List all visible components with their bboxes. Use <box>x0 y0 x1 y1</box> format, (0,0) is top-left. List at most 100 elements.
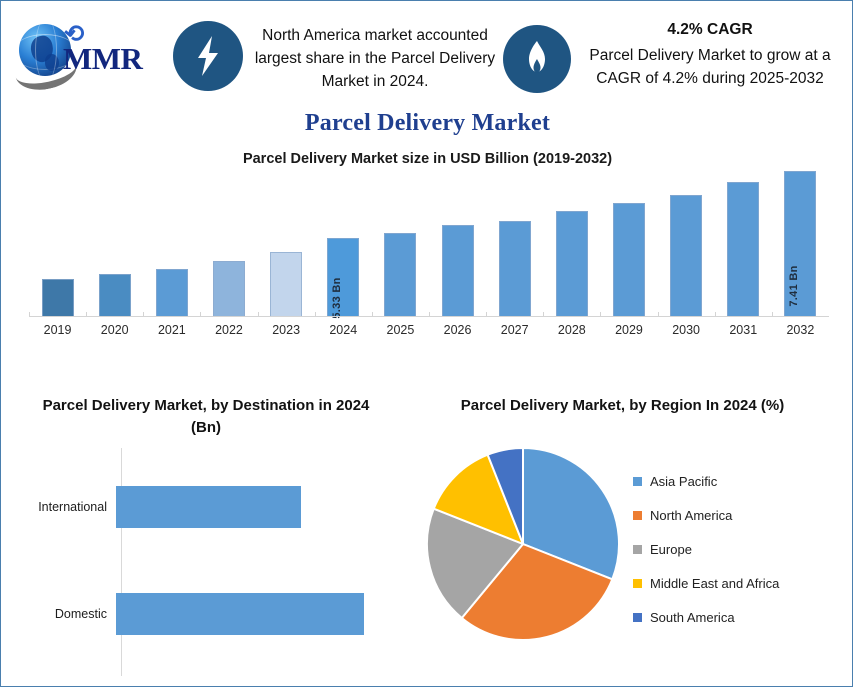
legend-item-south-america: South America <box>633 600 851 634</box>
bar-rect <box>727 182 760 317</box>
x-tick-2027: 2027 <box>486 312 543 341</box>
bar-rect <box>612 203 645 317</box>
x-tick-2022: 2022 <box>200 312 257 341</box>
cagr-title: 4.2% CAGR <box>667 21 753 38</box>
x-tick-2026: 2026 <box>428 312 486 341</box>
globe-landmass-south <box>45 54 59 71</box>
flame-icon <box>503 25 571 93</box>
market-size-bar-chart: Parcel Delivery Market size in USD Billi… <box>1 151 852 369</box>
destination-label-domestic: Domestic <box>54 607 107 621</box>
legend-item-europe: Europe <box>633 532 851 566</box>
destination-axis-line <box>121 448 122 676</box>
market-size-bars: 5.33 Bn 7.41 Bn <box>29 171 829 319</box>
destination-label-international: International <box>38 500 107 514</box>
market-size-bar-2021 <box>143 176 200 317</box>
pie-slice-europe <box>426 507 525 620</box>
destination-row-international: International <box>1 486 301 528</box>
legend-swatch <box>633 578 642 588</box>
legend-label: Middle East and Africa <box>650 575 780 591</box>
bar-rect <box>41 279 74 317</box>
cagr-note: Parcel Delivery Market to grow at a CAGR… <box>589 46 831 87</box>
page-title: Parcel Delivery Market <box>304 110 551 136</box>
market-size-bar-2030 <box>658 176 715 317</box>
bar-rect <box>670 195 703 317</box>
bar-rect: 7.41 Bn <box>784 171 817 317</box>
logo-text: MMR <box>63 41 143 76</box>
market-size-x-axis-labels: 2019 2020 2021 2022 2023 2024 2025 2026 2027 2028… <box>29 312 829 341</box>
legend-swatch <box>633 476 642 486</box>
market-size-bar-2031 <box>715 176 772 317</box>
region-pie-graphic <box>423 444 623 644</box>
x-tick-2020: 2020 <box>86 312 143 341</box>
legend-label: Europe <box>650 541 692 557</box>
legend-label: North America <box>650 507 733 523</box>
market-size-bar-2022 <box>200 176 257 317</box>
legend-label: Asia Pacific <box>650 473 718 489</box>
header: ⟳ MMR North America market accounted lar… <box>1 1 852 105</box>
market-size-bar-2020 <box>86 176 143 317</box>
bar-rect <box>384 233 417 317</box>
region-chart-title: Parcel Delivery Market, by Region In 202… <box>460 397 785 414</box>
market-size-bar-2029 <box>600 176 657 317</box>
market-size-chart-title: Parcel Delivery Market size in USD Billi… <box>242 151 613 167</box>
bar-rect <box>498 221 531 317</box>
x-tick-2031: 2031 <box>714 312 772 341</box>
market-size-bar-2032: 7.41 Bn <box>772 171 829 317</box>
lightning-bolt-icon <box>173 21 243 91</box>
x-tick-2029: 2029 <box>600 312 657 341</box>
legend-item-middle-east-and-africa: Middle East and Africa <box>633 566 851 600</box>
market-size-bar-2019 <box>29 176 86 317</box>
x-tick-2032: 2032 <box>771 312 829 341</box>
region-legend: Asia Pacific North America Europe Middle Ea… <box>633 464 851 634</box>
bar-value-label-2024: 5.33 Bn <box>331 277 344 319</box>
x-tick-2030: 2030 <box>657 312 715 341</box>
legend-swatch <box>633 510 642 520</box>
legend-swatch <box>633 544 642 554</box>
market-size-bar-2027 <box>486 176 543 317</box>
mmr-logo: ⟳ MMR <box>11 15 165 96</box>
destination-row-domestic: Domestic <box>1 593 364 635</box>
bottom-row: Parcel Delivery Market, by Destination i… <box>1 386 852 686</box>
globe-ball <box>19 24 71 76</box>
legend-item-asia-pacific: Asia Pacific <box>633 464 851 498</box>
x-tick-2024: 2024 <box>314 312 372 341</box>
logo-wordmark: ⟳ MMR <box>63 21 143 77</box>
pie-slice-north-america <box>460 542 614 641</box>
destination-bar-chart: Parcel Delivery Market, by Destination i… <box>1 386 411 676</box>
globe-icon <box>11 22 81 96</box>
market-size-bar-2028 <box>543 176 600 317</box>
x-tick-2023: 2023 <box>257 312 315 341</box>
market-size-bar-2026 <box>429 176 486 317</box>
bar-rect <box>270 252 303 317</box>
market-size-bar-2023 <box>258 176 315 317</box>
market-size-plot-area: 5.33 Bn 7.41 Bn 2019 2020 2021 2022 2023 2024 2… <box>29 171 829 341</box>
destination-chart-title: Parcel Delivery Market, by Destination i… <box>42 397 370 436</box>
globe-landmass-north <box>28 33 56 65</box>
pie-slice-asia-pacific <box>522 446 620 581</box>
market-size-bar-2025 <box>372 176 429 317</box>
region-pie-chart: Parcel Delivery Market, by Region In 202… <box>411 386 852 676</box>
bar-rect <box>212 261 245 317</box>
x-tick-2021: 2021 <box>143 312 200 341</box>
header-note-right: 4.2% CAGR Parcel Delivery Market to grow… <box>579 19 841 91</box>
x-tick-2019: 2019 <box>29 312 86 341</box>
destination-plot-area: International Domestic <box>1 448 411 676</box>
destination-bar-international <box>116 486 301 528</box>
bar-rect: 5.33 Bn <box>327 238 360 319</box>
market-size-bar-2024: 5.33 Bn <box>315 176 372 319</box>
logo-swirl-icon: ⟳ <box>63 21 86 49</box>
legend-label: South America <box>650 609 735 625</box>
bar-rect <box>555 211 588 317</box>
x-tick-2025: 2025 <box>371 312 429 341</box>
header-note-left-text: North America market accounted largest s… <box>254 27 496 90</box>
legend-item-north-america: North America <box>633 498 851 532</box>
pie-slice-south-america <box>486 446 524 545</box>
bar-rect <box>155 269 188 317</box>
legend-swatch <box>633 612 642 622</box>
bar-value-label-2032: 7.41 Bn <box>788 265 801 307</box>
x-tick-2028: 2028 <box>543 312 600 341</box>
bar-rect <box>441 225 474 317</box>
destination-bar-domestic <box>116 593 364 635</box>
bar-rect <box>98 274 131 317</box>
